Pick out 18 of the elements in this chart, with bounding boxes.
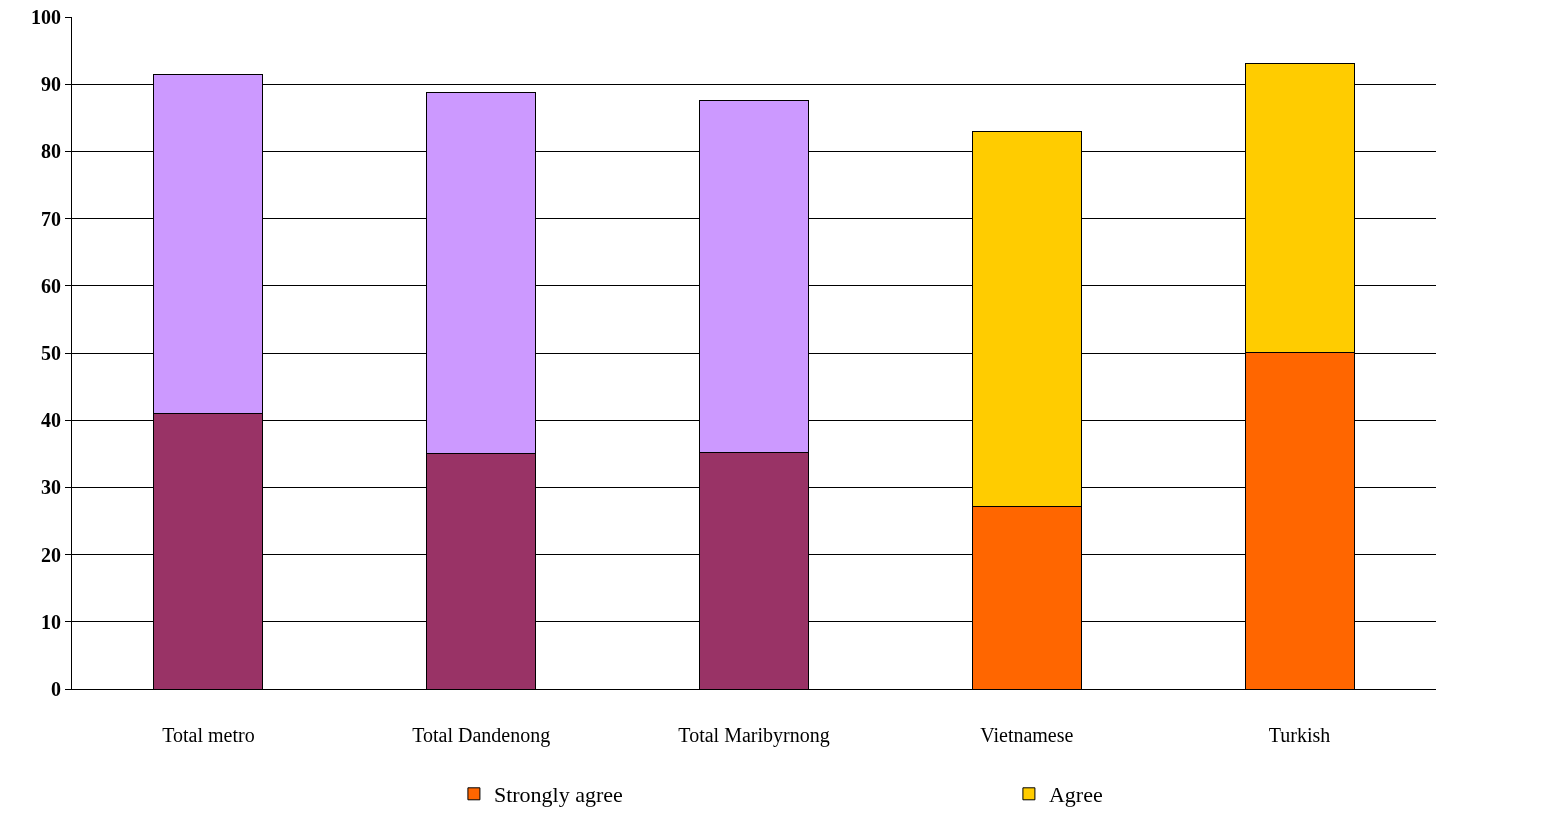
x-tick-label: Turkish [1268,724,1331,746]
x-tick-label: Total metro [162,724,255,746]
x-tick-label: Vietnamese [980,724,1074,746]
y-tick-label: 30 [41,476,61,499]
x-tick-label: Total Maribyrnong [678,724,830,747]
y-tick-label: 10 [41,610,61,633]
y-tick-label: 60 [41,274,61,297]
y-tick-label: 20 [41,543,61,566]
legend-label: Agree [1048,782,1103,808]
y-tick-label: 50 [41,342,61,364]
y-tick-label: 70 [41,207,61,230]
y-tick-label: 0 [51,678,61,700]
x-tick-label: Total Dandenong [412,724,551,747]
y-tick-label: 80 [41,140,61,163]
y-tick-label: 40 [41,409,61,432]
y-tick-label: 100 [31,6,61,28]
y-tick-label: 90 [41,73,61,96]
legend-label: Strongly agree [493,782,623,808]
